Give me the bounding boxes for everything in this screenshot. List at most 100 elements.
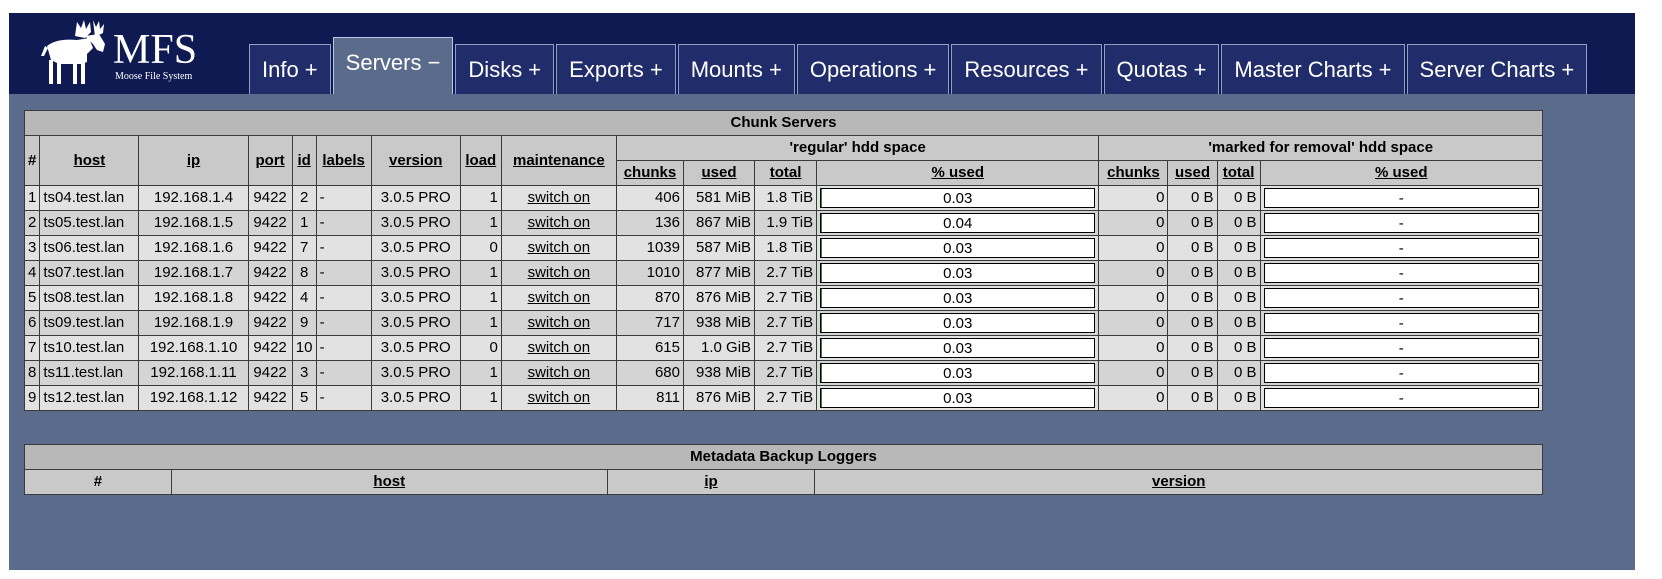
switch-on-link[interactable]: switch on xyxy=(527,339,591,356)
switch-on-link[interactable]: switch on xyxy=(527,289,591,306)
usage-bar: 0.03 xyxy=(820,388,1096,408)
removal-usage-text: - xyxy=(1398,290,1404,307)
table-row: 3 ts06.test.lan 192.168.1.6 9422 7-3.0.5 PRO… xyxy=(23,235,1544,261)
col-removal-pct-used[interactable]: % used xyxy=(1259,160,1544,186)
row-total: 2.7 TiB xyxy=(754,360,818,386)
col-maintenance[interactable]: maintenance xyxy=(500,135,617,186)
chunk-servers-table: Chunk Servers # host ip port id labels v… xyxy=(23,110,1544,411)
row-total: 1.9 TiB xyxy=(754,210,818,236)
removal-usage-text: - xyxy=(1398,365,1404,382)
tab-operations[interactable]: Operations + xyxy=(796,44,950,94)
row-removal-total: 0 B xyxy=(1216,385,1261,411)
col-port[interactable]: port xyxy=(247,135,293,186)
row-total: 2.7 TiB xyxy=(754,260,818,286)
col-total[interactable]: total xyxy=(754,160,818,186)
row-chunks: 870 xyxy=(615,285,684,311)
row-removal-total: 0 B xyxy=(1216,310,1261,336)
switch-on-link[interactable]: switch on xyxy=(527,314,591,331)
usage-bar-fill xyxy=(821,314,823,332)
row-port: 9422 xyxy=(247,285,293,311)
tab-server-charts[interactable]: Server Charts + xyxy=(1406,44,1588,94)
row-chunks: 811 xyxy=(615,385,684,411)
col-host[interactable]: host xyxy=(39,135,140,186)
ml-col-version[interactable]: version xyxy=(814,469,1543,495)
row-port: 9422 xyxy=(247,335,293,361)
tab-master-charts[interactable]: Master Charts + xyxy=(1221,44,1405,94)
tab-resources[interactable]: Resources + xyxy=(951,44,1102,94)
row-total: 1.8 TiB xyxy=(754,185,818,211)
col-version[interactable]: version xyxy=(370,135,461,186)
row-pct-used: 0.03 xyxy=(816,260,1100,286)
row-host: ts05.test.lan xyxy=(39,210,140,236)
row-pct-used: 0.03 xyxy=(816,285,1100,311)
usage-bar-text: 0.03 xyxy=(943,340,973,357)
col-load[interactable]: load xyxy=(459,135,502,186)
row-num: 2 xyxy=(23,210,41,236)
col-labels[interactable]: labels xyxy=(315,135,372,186)
row-num: 8 xyxy=(23,360,41,386)
tab-mounts[interactable]: Mounts + xyxy=(677,44,795,94)
row-port: 9422 xyxy=(247,235,293,261)
switch-on-link[interactable]: switch on xyxy=(527,239,591,256)
col-ip[interactable]: ip xyxy=(138,135,249,186)
row-id: 9 xyxy=(291,310,317,336)
tab-info[interactable]: Info + xyxy=(249,44,331,94)
row-version: 3.0.5 PRO xyxy=(370,385,461,411)
tab-servers[interactable]: Servers − xyxy=(332,37,454,94)
row-num: 4 xyxy=(23,260,41,286)
col-id[interactable]: id xyxy=(291,135,317,186)
usage-bar: 0.04 xyxy=(820,213,1096,233)
usage-bar-text: 0.04 xyxy=(943,215,973,232)
removal-usage-text: - xyxy=(1398,340,1404,357)
col-chunks[interactable]: chunks xyxy=(615,160,684,186)
col-removal-chunks[interactable]: chunks xyxy=(1098,160,1169,186)
usage-bar-fill xyxy=(821,214,823,232)
row-pct-used: 0.04 xyxy=(816,210,1100,236)
row-used: 867 MiB xyxy=(682,210,756,236)
app-frame: MFS Moose File System Info + Servers − D… xyxy=(9,13,1635,570)
row-chunks: 136 xyxy=(615,210,684,236)
mfs-logo[interactable]: MFS Moose File System xyxy=(27,16,227,90)
col-used[interactable]: used xyxy=(682,160,756,186)
col-removal-used[interactable]: used xyxy=(1167,160,1218,186)
row-load: 1 xyxy=(459,185,502,211)
row-labels: - xyxy=(315,210,372,236)
row-removal-pct-used: - xyxy=(1259,235,1544,261)
switch-on-link[interactable]: switch on xyxy=(527,214,591,231)
row-ip: 192.168.1.7 xyxy=(138,260,249,286)
removal-usage-bar: - xyxy=(1263,213,1539,233)
removal-usage-text: - xyxy=(1398,265,1404,282)
row-ip: 192.168.1.10 xyxy=(138,335,249,361)
col-removal-total[interactable]: total xyxy=(1216,160,1261,186)
ml-col-ip[interactable]: ip xyxy=(606,469,816,495)
col-pct-used[interactable]: % used xyxy=(816,160,1100,186)
logo-subtitle: Moose File System xyxy=(115,71,192,82)
tab-quotas[interactable]: Quotas + xyxy=(1103,44,1220,94)
row-num: 7 xyxy=(23,335,41,361)
switch-on-link[interactable]: switch on xyxy=(527,364,591,381)
tab-exports[interactable]: Exports + xyxy=(556,44,676,94)
usage-bar-text: 0.03 xyxy=(943,290,973,307)
row-maintenance: switch on xyxy=(500,335,617,361)
row-used: 876 MiB xyxy=(682,385,756,411)
tab-disks[interactable]: Disks + xyxy=(455,44,555,94)
ml-col-host[interactable]: host xyxy=(170,469,608,495)
switch-on-link[interactable]: switch on xyxy=(527,189,591,206)
ml-col-num: # xyxy=(24,469,172,495)
row-removal-total: 0 B xyxy=(1216,235,1261,261)
row-labels: - xyxy=(315,260,372,286)
row-removal-total: 0 B xyxy=(1216,360,1261,386)
switch-on-link[interactable]: switch on xyxy=(527,264,591,281)
removal-usage-text: - xyxy=(1398,240,1404,257)
row-id: 8 xyxy=(291,260,317,286)
row-used: 587 MiB xyxy=(682,235,756,261)
row-removal-used: 0 B xyxy=(1167,260,1218,286)
row-maintenance: switch on xyxy=(500,310,617,336)
row-labels: - xyxy=(315,185,372,211)
row-pct-used: 0.03 xyxy=(816,235,1100,261)
moose-icon: MFS Moose File System xyxy=(41,20,197,84)
row-labels: - xyxy=(315,235,372,261)
switch-on-link[interactable]: switch on xyxy=(527,389,591,406)
row-removal-used: 0 B xyxy=(1167,285,1218,311)
row-version: 3.0.5 PRO xyxy=(370,285,461,311)
